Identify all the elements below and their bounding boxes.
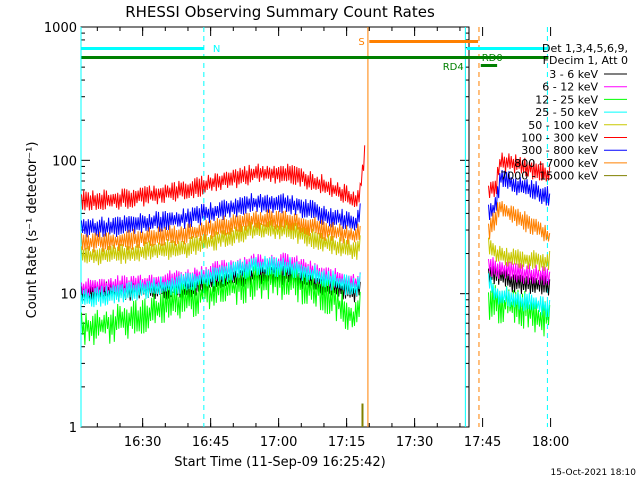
- legend-header-2: FDecim 1, Att 0: [543, 54, 628, 67]
- flag-bars: N S RD4 RD0: [81, 37, 549, 73]
- y-tick-label: 1: [69, 421, 77, 436]
- series-800-7000-kev-line: [81, 209, 361, 253]
- legend-label: 100 - 300 keV: [521, 132, 598, 145]
- x-tick-label: 17:15: [328, 435, 365, 450]
- y-tick-label: 1000: [44, 21, 77, 36]
- x-tick-label: 16:45: [192, 435, 229, 450]
- series-800-7000-kev-line-2: [488, 201, 551, 242]
- flag-label-rd4: RD4: [443, 62, 464, 73]
- series-25-50-kev-line-2: [488, 273, 551, 318]
- event-lines: [80, 27, 548, 427]
- footer-date: 15-Oct-2021 18:10: [551, 468, 637, 478]
- flag-bar-n: [81, 47, 204, 50]
- flag-bar-s: [369, 40, 479, 43]
- y-tick-label: 10: [60, 288, 77, 303]
- x-tick-label: 17:45: [464, 435, 501, 450]
- x-tick-label: 16:30: [124, 435, 161, 450]
- flag-bar-rd4: [81, 56, 549, 59]
- legend-label: 25 - 50 keV: [535, 106, 598, 119]
- series-25-50-kev-line: [81, 255, 361, 308]
- x-axis-label: Start Time (11-Sep-09 16:25:42): [174, 455, 385, 470]
- legend-label: 7000 - 15000 keV: [500, 170, 598, 183]
- flag-label-n: N: [213, 44, 220, 55]
- axis-ticks: 16:30 16:45 17:00 17:15 17:30 17:45 18:00 1 10 10…: [44, 21, 569, 450]
- flag-bar-n-2: [466, 47, 549, 50]
- legend-label: 3 - 6 keV: [549, 68, 598, 81]
- series-group: [81, 145, 551, 427]
- series-3-6-kev-line-2: [488, 263, 551, 296]
- chart-title: RHESSI Observing Summary Count Rates: [125, 3, 435, 21]
- x-tick-label: 18:00: [532, 435, 569, 450]
- x-tick-label: 17:30: [396, 435, 433, 450]
- series-50-100-kev-line-2: [488, 237, 551, 272]
- y-tick-label: 100: [52, 154, 77, 169]
- flag-bar-rd0: [480, 64, 498, 67]
- legend-label: 800 - 7000 keV: [514, 157, 598, 170]
- series-12-25-kev-line: [81, 261, 361, 346]
- legend-label: 50 - 100 keV: [528, 119, 598, 132]
- series-300-800-kev-line-2: [488, 169, 551, 221]
- y-axis-label: Count Rate (s⁻¹ detector⁻¹): [25, 142, 40, 319]
- series-100-300-kev-line: [81, 145, 366, 211]
- series-50-100-kev-line: [81, 219, 361, 266]
- legend-label: 12 - 25 keV: [535, 93, 598, 106]
- x-tick-label: 17:00: [260, 435, 297, 450]
- flag-label-s: S: [358, 37, 364, 48]
- legend-header-1: Det 1,3,4,5,6,9,: [542, 42, 628, 55]
- legend-label: 300 - 800 keV: [521, 144, 598, 157]
- series-12-25-kev-line-2: [488, 283, 551, 337]
- series-6-12-kev-line-2: [488, 257, 551, 286]
- series-100-300-kev-line-2: [488, 152, 551, 199]
- legend: Det 1,3,4,5,6,9, FDecim 1, Att 0 3 - 6 k…: [500, 42, 628, 183]
- series-300-800-kev-line: [81, 193, 361, 238]
- flag-label-rd0: RD0: [482, 53, 503, 64]
- legend-label: 6 - 12 keV: [542, 81, 598, 94]
